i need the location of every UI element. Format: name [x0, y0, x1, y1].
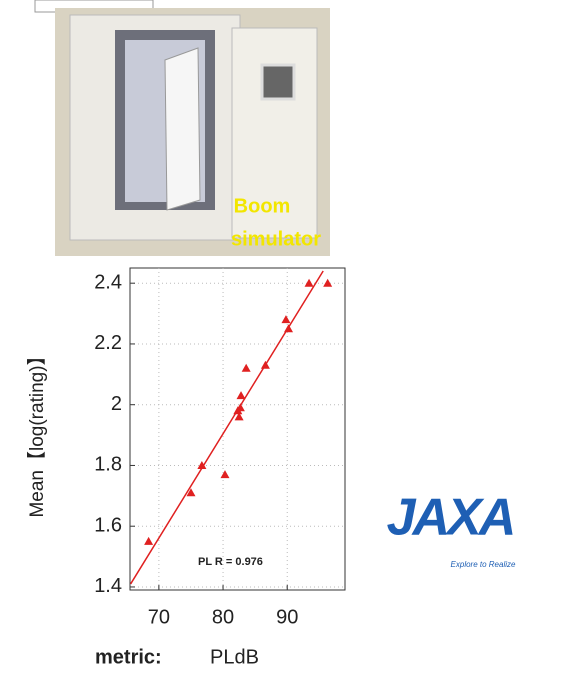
page: Boom simulator 1.4 1.6 1.8 2 2.2 2.4 70 80 90 PL…: [0, 0, 564, 677]
plot-area: [130, 268, 345, 590]
y-tick-label: 2.2: [94, 332, 122, 354]
y-tick-label: 2.4: [94, 271, 122, 293]
photo: Boom simulator: [35, 0, 330, 256]
x-axis-label: PLdB: [210, 646, 259, 668]
door: [165, 48, 200, 210]
x-tick-label: 90: [276, 606, 298, 628]
logo: JAXA Explore to Realize: [387, 489, 516, 569]
figure: Boom simulator 1.4 1.6 1.8 2 2.2 2.4 70 80 90 PL…: [0, 0, 564, 677]
x-axis-label: metric:: [95, 646, 162, 668]
logo-tagline: Explore to Realize: [451, 560, 516, 569]
y-axis-label: Mean【log(rating)】: [26, 346, 48, 517]
annotation: PL R = 0.976: [198, 556, 263, 568]
logo-text: JAXA: [387, 489, 514, 547]
x-tick-label: 70: [148, 606, 170, 628]
y-tick-label: 1.6: [94, 514, 122, 536]
y-tick-label: 2: [111, 393, 122, 415]
y-tick-label: 1.8: [94, 454, 122, 476]
window: [262, 65, 294, 99]
photo-label: Boom: [234, 195, 291, 217]
x-tick-label: 80: [212, 606, 234, 628]
y-tick-label: 1.4: [94, 575, 122, 597]
photo-label: simulator: [231, 228, 321, 250]
